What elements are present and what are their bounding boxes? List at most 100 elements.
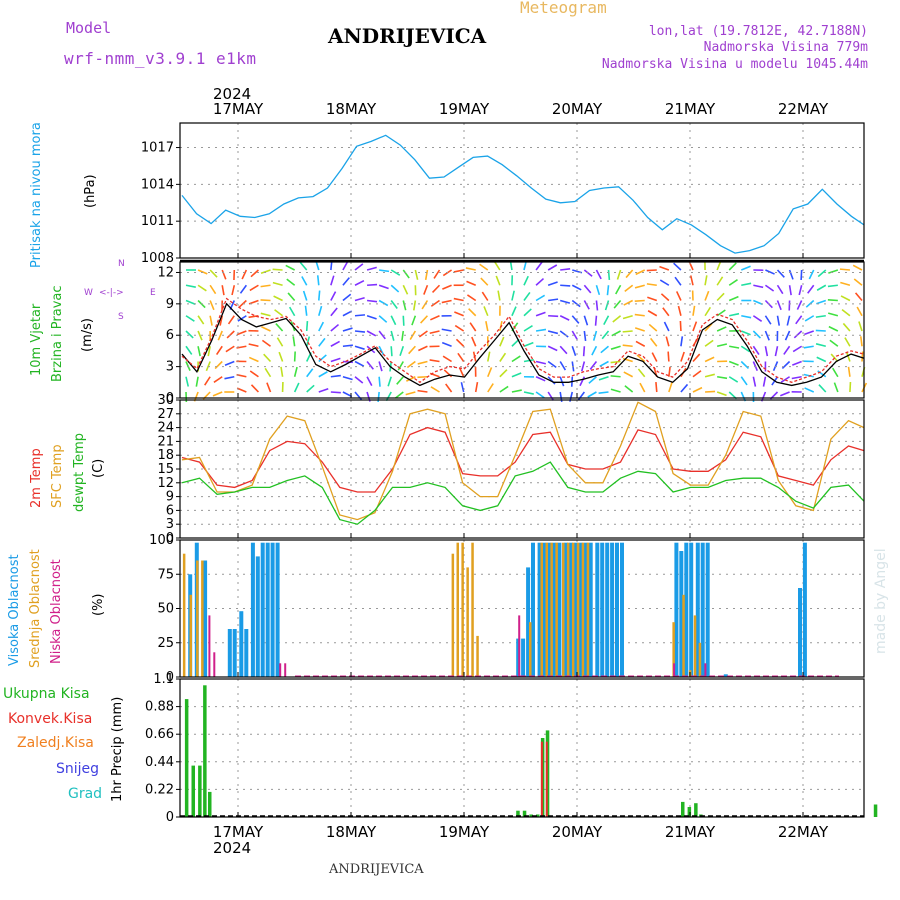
wind-arrow <box>663 321 670 332</box>
y-tick-label: 0.44 <box>145 755 174 770</box>
wind-arrow <box>622 344 633 348</box>
total-precip-bar <box>681 801 685 817</box>
wind-arrow <box>571 330 578 341</box>
wind-arrow <box>716 276 724 286</box>
y-tick-label: 1011 <box>141 214 174 229</box>
wind-arrow <box>342 260 349 271</box>
wind-arrow <box>408 345 416 355</box>
wind-arrow <box>266 382 272 393</box>
wind-arrow <box>523 391 534 395</box>
wind-arrow <box>559 315 570 321</box>
wind-arrow <box>330 374 341 378</box>
wind-arrow <box>330 357 341 363</box>
wind-arrow <box>306 384 315 393</box>
wind-arrow <box>306 368 314 378</box>
wind-arrow <box>499 336 505 347</box>
wind-arrow <box>796 300 803 310</box>
high-cloud-bar <box>232 629 237 677</box>
y-tick-label: 0.66 <box>145 727 174 742</box>
legend-conv-precip: Konvek.Kisa <box>8 711 93 727</box>
y-tick-label: 50 <box>157 602 174 617</box>
wind-arrow <box>414 269 419 280</box>
wind-arrow <box>827 284 838 288</box>
wind-arrow <box>272 281 283 287</box>
wind-arrow <box>776 315 781 326</box>
wind-arrow <box>792 345 803 353</box>
wind-arrow <box>390 315 397 326</box>
wind-arrow <box>250 269 259 278</box>
wind-arrow <box>417 389 428 393</box>
high-cloud-bar <box>583 542 588 677</box>
wind-arrow <box>815 314 826 318</box>
y-tick-label: 0 <box>166 810 174 825</box>
wind-arrow <box>431 284 441 293</box>
wind-arrow <box>674 276 682 286</box>
low-cloud-bar <box>213 652 216 677</box>
wind-arrow <box>705 390 716 393</box>
wind-arrow <box>636 354 646 363</box>
wind-arrow <box>354 296 365 302</box>
wind-arrow <box>776 284 784 295</box>
wind-arrow <box>571 284 582 291</box>
wind-arrow <box>511 372 522 378</box>
wind-arrow <box>792 360 802 366</box>
total-precip-bar <box>529 814 533 817</box>
wind-arrow <box>424 269 429 280</box>
wind-arrow <box>185 284 196 288</box>
wind-arrow <box>378 284 389 290</box>
wind-arrow <box>858 321 863 332</box>
mid-cloud-bar <box>550 542 553 677</box>
wind-arrow <box>579 376 586 387</box>
y-tick-label: 1.1 <box>153 672 174 687</box>
wind-arrow <box>817 370 827 378</box>
wind-arrow <box>378 299 389 307</box>
wind-arrow <box>791 375 802 380</box>
wind-arrow <box>260 312 271 317</box>
wind-arrow <box>330 307 338 317</box>
wind-arrow <box>272 268 283 271</box>
high-cloud-bar <box>695 542 700 677</box>
wind-arrow <box>853 278 863 286</box>
wind-arrow <box>418 345 428 352</box>
conv-precip-bar <box>540 741 543 817</box>
wind-arrow <box>396 376 404 385</box>
wind-arrow <box>197 315 205 325</box>
wind-arrow <box>390 284 400 293</box>
wind-arrow <box>592 330 598 341</box>
y-tick-label: 1014 <box>141 177 174 192</box>
model-label: Model <box>66 19 112 37</box>
x-tick-label-top: 21MAY <box>665 100 716 118</box>
legend-frozen-precip: Zaledj.Kisa <box>17 735 94 751</box>
wind-arrow <box>783 345 791 355</box>
wind-arrow <box>660 293 670 302</box>
y-tick-label: 12 <box>157 476 174 491</box>
conv-precip-bar <box>545 741 548 817</box>
wind-arrow <box>454 324 465 332</box>
wind-arrow <box>815 343 826 348</box>
wind-arrow <box>623 371 634 378</box>
wind-arrow <box>610 360 621 364</box>
high-cloud-bar <box>203 560 208 677</box>
mid-cloud-bar <box>540 542 543 677</box>
high-cloud-bar <box>270 542 275 677</box>
wind-arrow <box>487 367 493 378</box>
wind-arrow <box>354 263 364 271</box>
wind-arrow <box>397 361 404 371</box>
wind-arrow <box>595 300 599 311</box>
wind-arrow <box>817 269 827 278</box>
wind-arrow <box>330 391 341 394</box>
y-tick-label: 0 <box>166 531 174 546</box>
compass-west: W <box>84 288 93 298</box>
total-precip-bar <box>516 810 520 817</box>
wind-arrow <box>547 281 558 287</box>
y-tick-label: 9 <box>166 490 174 505</box>
wind-arrow <box>185 315 195 322</box>
high-cloud-bar <box>547 542 552 677</box>
wind-arrow <box>330 275 335 286</box>
wind-arrow <box>603 315 610 325</box>
wind-arrow <box>342 344 353 348</box>
wind-arrow <box>390 300 398 309</box>
pressure-line <box>181 134 865 254</box>
wind-arrow <box>752 361 759 372</box>
wind-arrow <box>560 299 571 304</box>
